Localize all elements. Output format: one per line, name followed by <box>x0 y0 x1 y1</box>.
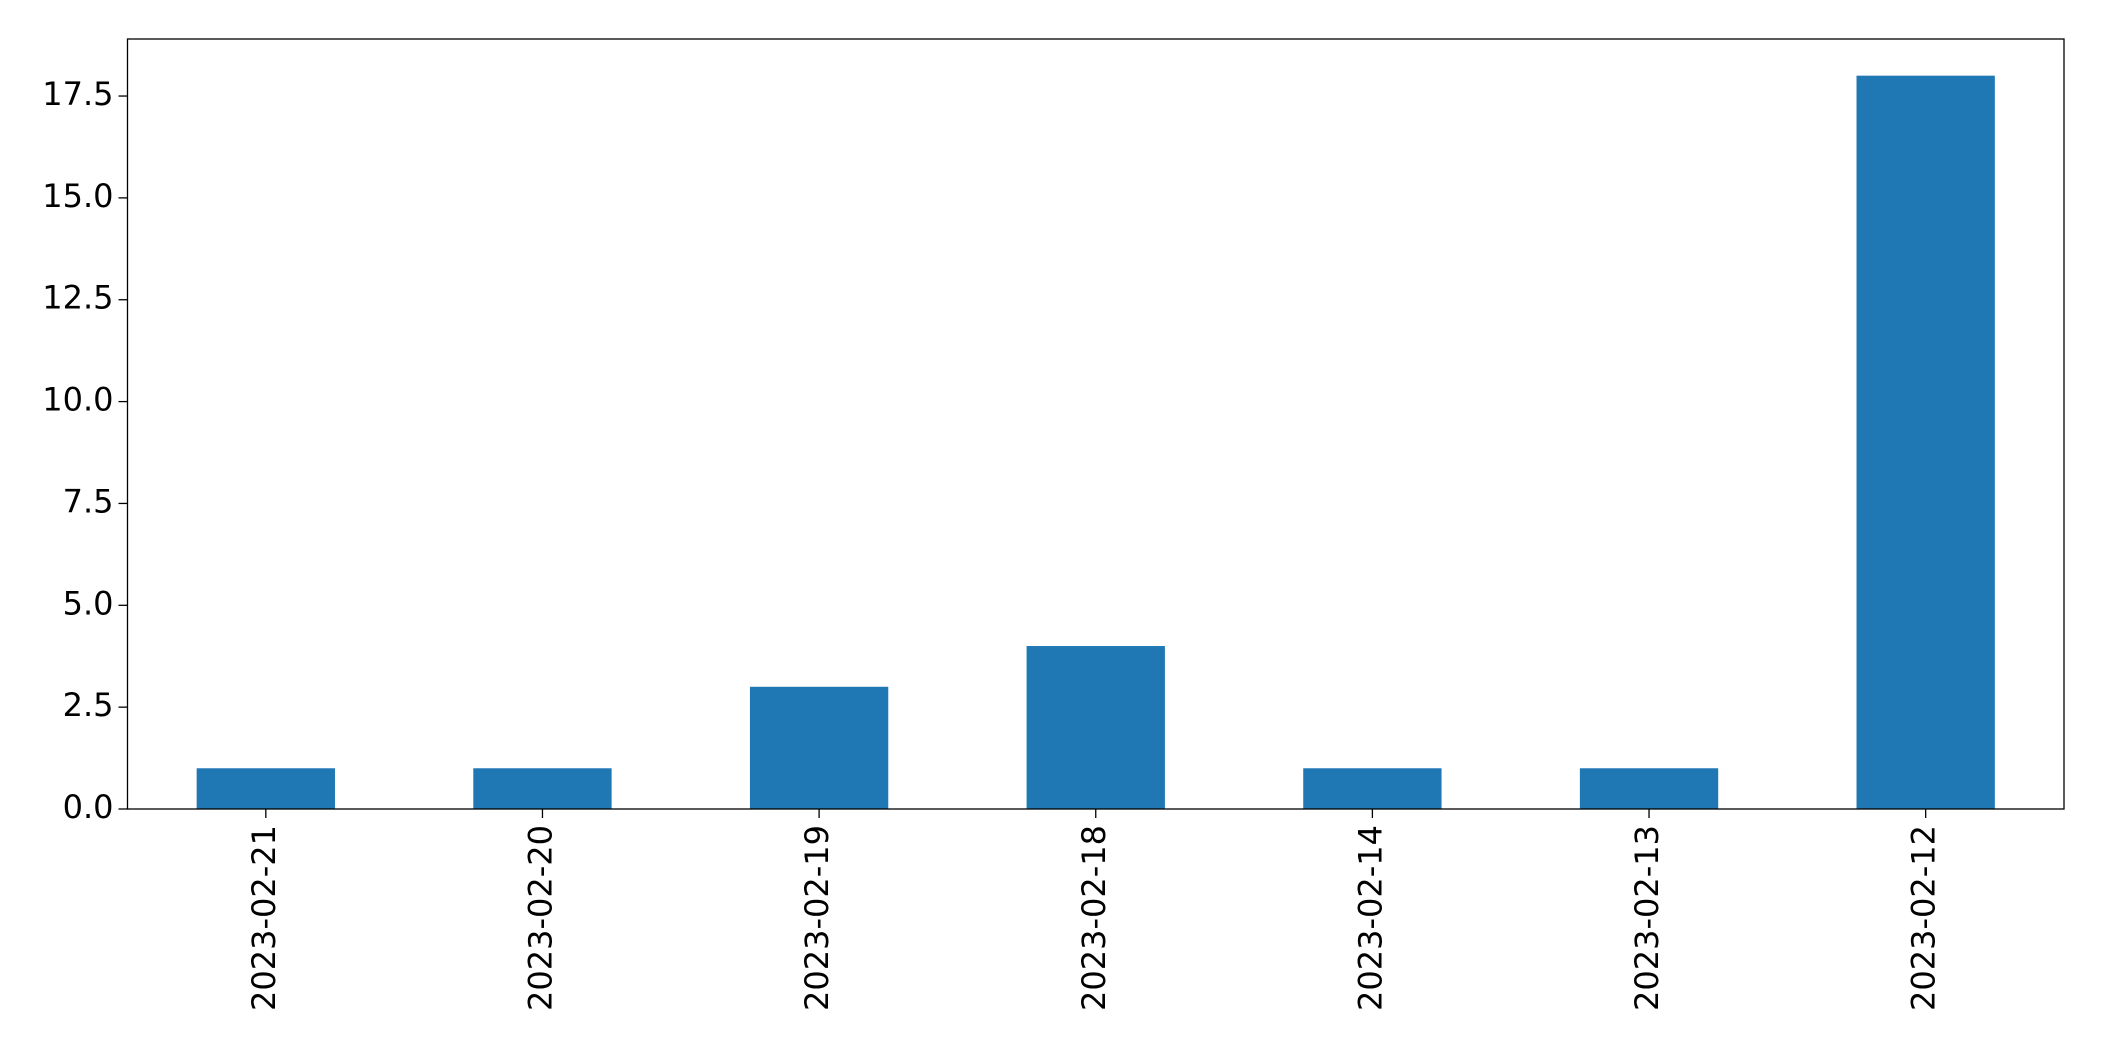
y-tick-label: 17.5 <box>42 75 113 113</box>
x-tick-label: 2023-02-19 <box>798 825 836 1011</box>
bar <box>1579 768 1719 809</box>
x-tick-label: 2023-02-13 <box>1628 825 1666 1011</box>
x-tick-label: 2023-02-14 <box>1351 825 1389 1011</box>
bar <box>749 686 889 809</box>
y-tick-label: 12.5 <box>42 279 113 317</box>
bar <box>1303 768 1442 809</box>
bar <box>1856 75 1995 809</box>
y-tick-label: 15.0 <box>42 177 113 215</box>
bar <box>1026 646 1165 809</box>
y-tick-label: 5.0 <box>63 584 114 622</box>
x-tick-label: 2023-02-20 <box>521 825 559 1011</box>
y-tick-label: 10.0 <box>42 381 113 419</box>
x-tick-label: 2023-02-18 <box>1075 825 1113 1011</box>
x-tick-label: 2023-02-21 <box>245 825 283 1011</box>
bar <box>196 768 335 809</box>
x-tick-label: 2023-02-12 <box>1905 825 1943 1011</box>
plot-area <box>196 75 1995 809</box>
y-tick-label: 7.5 <box>63 482 114 520</box>
y-tick-label: 0.0 <box>63 788 114 826</box>
y-tick-label: 2.5 <box>63 686 114 724</box>
bar <box>473 768 612 809</box>
